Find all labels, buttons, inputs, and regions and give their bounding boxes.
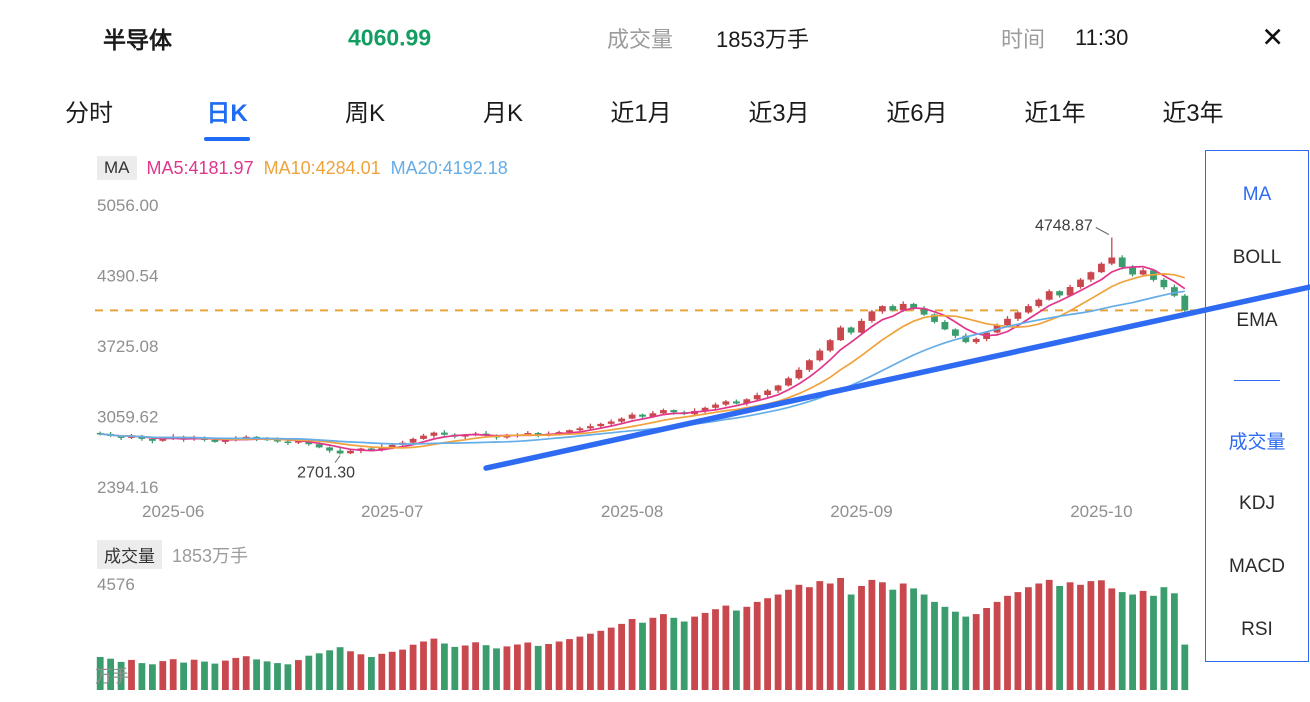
tab-minute[interactable]: 分时 — [65, 99, 113, 127]
svg-text:4576: 4576 — [97, 575, 135, 594]
svg-text:4390.54: 4390.54 — [97, 267, 158, 286]
tab-3year[interactable]: 近3年 — [1162, 99, 1224, 127]
tab-month-k[interactable]: 月K — [482, 99, 523, 127]
ma-badge: MA — [97, 156, 137, 180]
svg-text:2394.16: 2394.16 — [97, 478, 158, 497]
volume-current: 1853万手 — [172, 545, 249, 566]
volume-badge: 成交量 — [97, 540, 162, 569]
tab-week-k[interactable]: 周K — [344, 99, 385, 127]
svg-text:3725.08: 3725.08 — [97, 337, 158, 356]
price-value: 4060.99 — [348, 24, 432, 50]
volume-value: 1853万手 — [716, 26, 809, 52]
svg-text:5056.00: 5056.00 — [97, 196, 158, 215]
period-tabs: 分时 日K 周K 月K 近1月 近3月 近6月 近1年 近3年 — [20, 75, 1262, 145]
ma5-value: MA5:4181.97 — [146, 157, 254, 178]
svg-text:万手: 万手 — [95, 667, 129, 686]
panel-item-ma[interactable]: MA — [1242, 183, 1272, 205]
svg-text:2025-07: 2025-07 — [361, 502, 423, 521]
time-value: 11:30 — [1075, 24, 1129, 50]
panel-item-kdj[interactable]: KDJ — [1239, 492, 1275, 514]
close-icon[interactable]: ✕ — [1261, 22, 1284, 52]
symbol-title: 半导体 — [103, 26, 172, 53]
svg-text:2025-10: 2025-10 — [1070, 502, 1132, 521]
svg-text:2025-06: 2025-06 — [142, 502, 204, 521]
panel-item-macd[interactable]: MACD — [1229, 555, 1285, 577]
tab-1year[interactable]: 近1年 — [1024, 99, 1086, 127]
panel-divider — [1206, 352, 1308, 409]
tab-day-k[interactable]: 日K — [158, 75, 296, 145]
ma-legend: MA MA5:4181.97 MA10:4284.01 MA20:4192.18 — [97, 156, 508, 180]
svg-text:2701.30: 2701.30 — [297, 465, 355, 482]
svg-text:2025-08: 2025-08 — [601, 502, 663, 521]
tab-1month[interactable]: 近1月 — [610, 99, 672, 127]
header: 半导体 4060.99 成交量 1853万手 时间 11:30 ✕ — [0, 0, 1310, 75]
panel-item-ema[interactable]: EMA — [1236, 309, 1278, 331]
panel-item-boll[interactable]: BOLL — [1232, 246, 1282, 268]
svg-text:3059.62: 3059.62 — [97, 408, 158, 427]
indicator-panel: MA BOLL EMA 成交量 KDJ MACD RSI — [1205, 150, 1309, 662]
tab-3month[interactable]: 近3月 — [748, 99, 810, 127]
svg-text:4748.87: 4748.87 — [1035, 218, 1093, 235]
panel-item-volume[interactable]: 成交量 — [1228, 432, 1286, 453]
svg-text:2025-09: 2025-09 — [830, 502, 892, 521]
time-label: 时间 — [1001, 26, 1046, 52]
ma10-value: MA10:4284.01 — [263, 157, 381, 178]
tab-6month[interactable]: 近6月 — [886, 99, 948, 127]
ma20-value: MA20:4192.18 — [390, 157, 508, 178]
panel-item-rsi[interactable]: RSI — [1241, 618, 1273, 640]
volume-legend: 成交量 1853万手 — [97, 540, 248, 569]
volume-label: 成交量 — [607, 26, 674, 52]
